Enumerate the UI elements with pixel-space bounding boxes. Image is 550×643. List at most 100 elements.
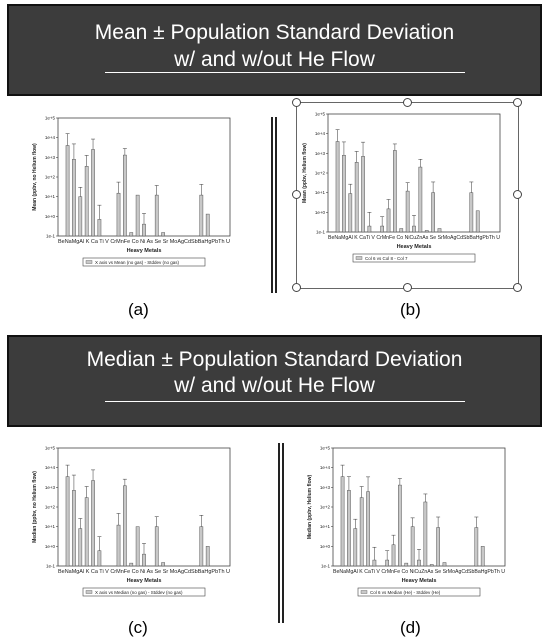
resize-handle-bl[interactable] <box>292 283 301 292</box>
y-tick-label: 1e-1 <box>46 234 56 239</box>
y-tick-label: 1e+4 <box>315 131 326 136</box>
x-tick-labels: BeNaMgAl K Ca Ti V CrMnFe Co Ni As Se Sr… <box>58 239 230 245</box>
y-tick-label: 1e+1 <box>45 524 56 529</box>
bar-Se <box>436 527 440 567</box>
x-axis-label: Heavy Metals <box>127 578 162 584</box>
divider-bottom-right <box>282 443 284 623</box>
banner-mean-line1: Mean ± Population Standard Deviation <box>94 21 455 44</box>
chart-c: 1e-1 1e+0 1e+1 1e+2 1e+3 1e+4 1e+5 BeNaMgAl K C… <box>32 446 230 597</box>
y-tick-label: 1e+0 <box>45 544 56 549</box>
bar-Cu <box>412 225 416 233</box>
y-tick-label: 1e-1 <box>46 564 56 569</box>
chart-a: 1e-1 1e+0 1e+1 1e+2 1e+3 1e+4 1e+5 BeNaMgAl K C… <box>32 116 230 267</box>
legend: Col 6 vs Col 8 - Col 7 <box>352 253 476 263</box>
bar-As <box>154 194 159 237</box>
banner-median-underline <box>105 401 465 402</box>
y-axis-label: Median (ppbv, Helium flow) <box>307 474 313 539</box>
bar-Zn <box>423 501 428 567</box>
bar-As <box>154 526 159 567</box>
bar-Ni <box>135 194 140 237</box>
resize-handle-tc[interactable] <box>403 98 412 107</box>
bar-Se <box>431 192 435 233</box>
resize-handle-tr[interactable] <box>513 98 522 107</box>
bar-Mn <box>116 192 121 237</box>
banner-mean-underline <box>105 72 465 73</box>
y-tick-label: 1e+4 <box>320 465 331 470</box>
bar-Al <box>78 528 83 567</box>
bar-Mn <box>116 524 121 567</box>
bar-Co <box>129 562 134 567</box>
y-tick-label: 1e+0 <box>320 544 331 549</box>
y-tick-label: 1e+5 <box>320 446 331 451</box>
bar-Se <box>161 562 165 567</box>
bar-Al <box>348 193 353 233</box>
bar-Mn <box>386 208 391 233</box>
y-tick-label: 1e+3 <box>315 151 326 156</box>
bar-Ni <box>135 526 140 567</box>
bar-Se <box>161 232 165 237</box>
bar-Co <box>404 562 409 567</box>
plot-frame <box>332 447 506 567</box>
legend-swatch <box>355 256 363 260</box>
panel-label-c: (c) <box>128 618 148 637</box>
resize-handle-ml[interactable] <box>292 190 301 199</box>
x-axis-label: Heavy Metals <box>397 244 432 250</box>
y-tick-label: 1e+2 <box>45 505 56 510</box>
y-tick-label: 1e+2 <box>45 175 56 180</box>
bar-K <box>359 497 364 567</box>
bar-Al <box>78 196 83 237</box>
bar-Hg <box>480 546 485 567</box>
legend-text: Col 6 vs Col 8 - Col 7 <box>365 256 408 261</box>
y-tick-label: 1e+3 <box>45 485 56 490</box>
y-tick-label: 1e+1 <box>320 524 331 529</box>
bar-Ca <box>361 156 365 233</box>
legend-swatch <box>360 590 368 594</box>
bar-Ba <box>474 527 479 567</box>
y-tick-label: 1e-1 <box>316 230 326 235</box>
legend-text: X axis vs Median (no gas) - Stddev (no g… <box>95 590 183 595</box>
plot-frame <box>327 113 501 233</box>
x-tick-labels: BeNaMgAl K CaTi V CrMnFe Co NiCuZnAs Se … <box>333 569 505 575</box>
panel-label-d: (d) <box>400 618 421 637</box>
resize-handle-mr[interactable] <box>513 190 522 199</box>
legend-swatch <box>85 260 93 264</box>
bar-Mg <box>347 490 351 567</box>
bar-Mg <box>72 490 76 567</box>
y-tick-label: 1e+2 <box>320 505 331 510</box>
banner-median-line1: Median ± Population Standard Deviation <box>86 348 463 371</box>
y-tick-label: 1e+4 <box>45 135 56 140</box>
bar-Na <box>65 476 70 567</box>
y-tick-label: 1e+3 <box>45 155 56 160</box>
legend: X axis vs Median (no gas) - Stddev (no g… <box>82 587 206 597</box>
chart-b: 1e-1 1e+0 1e+1 1e+2 1e+3 1e+4 1e+5 BeNaMgAl K C… <box>302 112 501 263</box>
bar-Ti <box>372 559 377 567</box>
y-tick-label: 1e+5 <box>45 446 56 451</box>
bar-Zn <box>418 166 423 233</box>
resize-handle-bc[interactable] <box>403 283 412 292</box>
legend: X axis vs Mean (no gas) - Stddev (no gas… <box>82 257 206 267</box>
y-tick-label: 1e+2 <box>315 171 326 176</box>
bar-Ni <box>410 526 415 567</box>
bar-Na <box>335 141 340 233</box>
bar-Fe <box>398 484 402 567</box>
panel-label-a: (a) <box>128 300 149 319</box>
banner-mean-line2: w/ and w/out He Flow <box>174 48 375 71</box>
x-tick-labels: BeNaMgAl K CaTi V CrMnFe Co NiCuZnAs Se … <box>328 235 500 241</box>
bar-Ca <box>91 480 95 567</box>
y-tick-label: 1e+0 <box>45 214 56 219</box>
bar-Cu <box>417 559 421 567</box>
resize-handle-tl[interactable] <box>292 98 301 107</box>
banner-mean: Mean ± Population Standard Deviation w/ … <box>7 4 542 96</box>
bar-As <box>429 564 434 567</box>
bar-Al <box>353 528 358 567</box>
resize-handle-br[interactable] <box>513 283 522 292</box>
divider-bottom-left <box>278 443 280 623</box>
legend-box <box>82 257 206 267</box>
bar-Co <box>129 232 134 237</box>
bar-Cu <box>142 223 146 237</box>
legend-swatch <box>85 590 93 594</box>
x-axis-label: Heavy Metals <box>402 578 437 584</box>
bar-Mn <box>391 544 396 567</box>
bar-Fe <box>123 154 127 237</box>
banner-median-line2: w/ and w/out He Flow <box>174 374 375 397</box>
